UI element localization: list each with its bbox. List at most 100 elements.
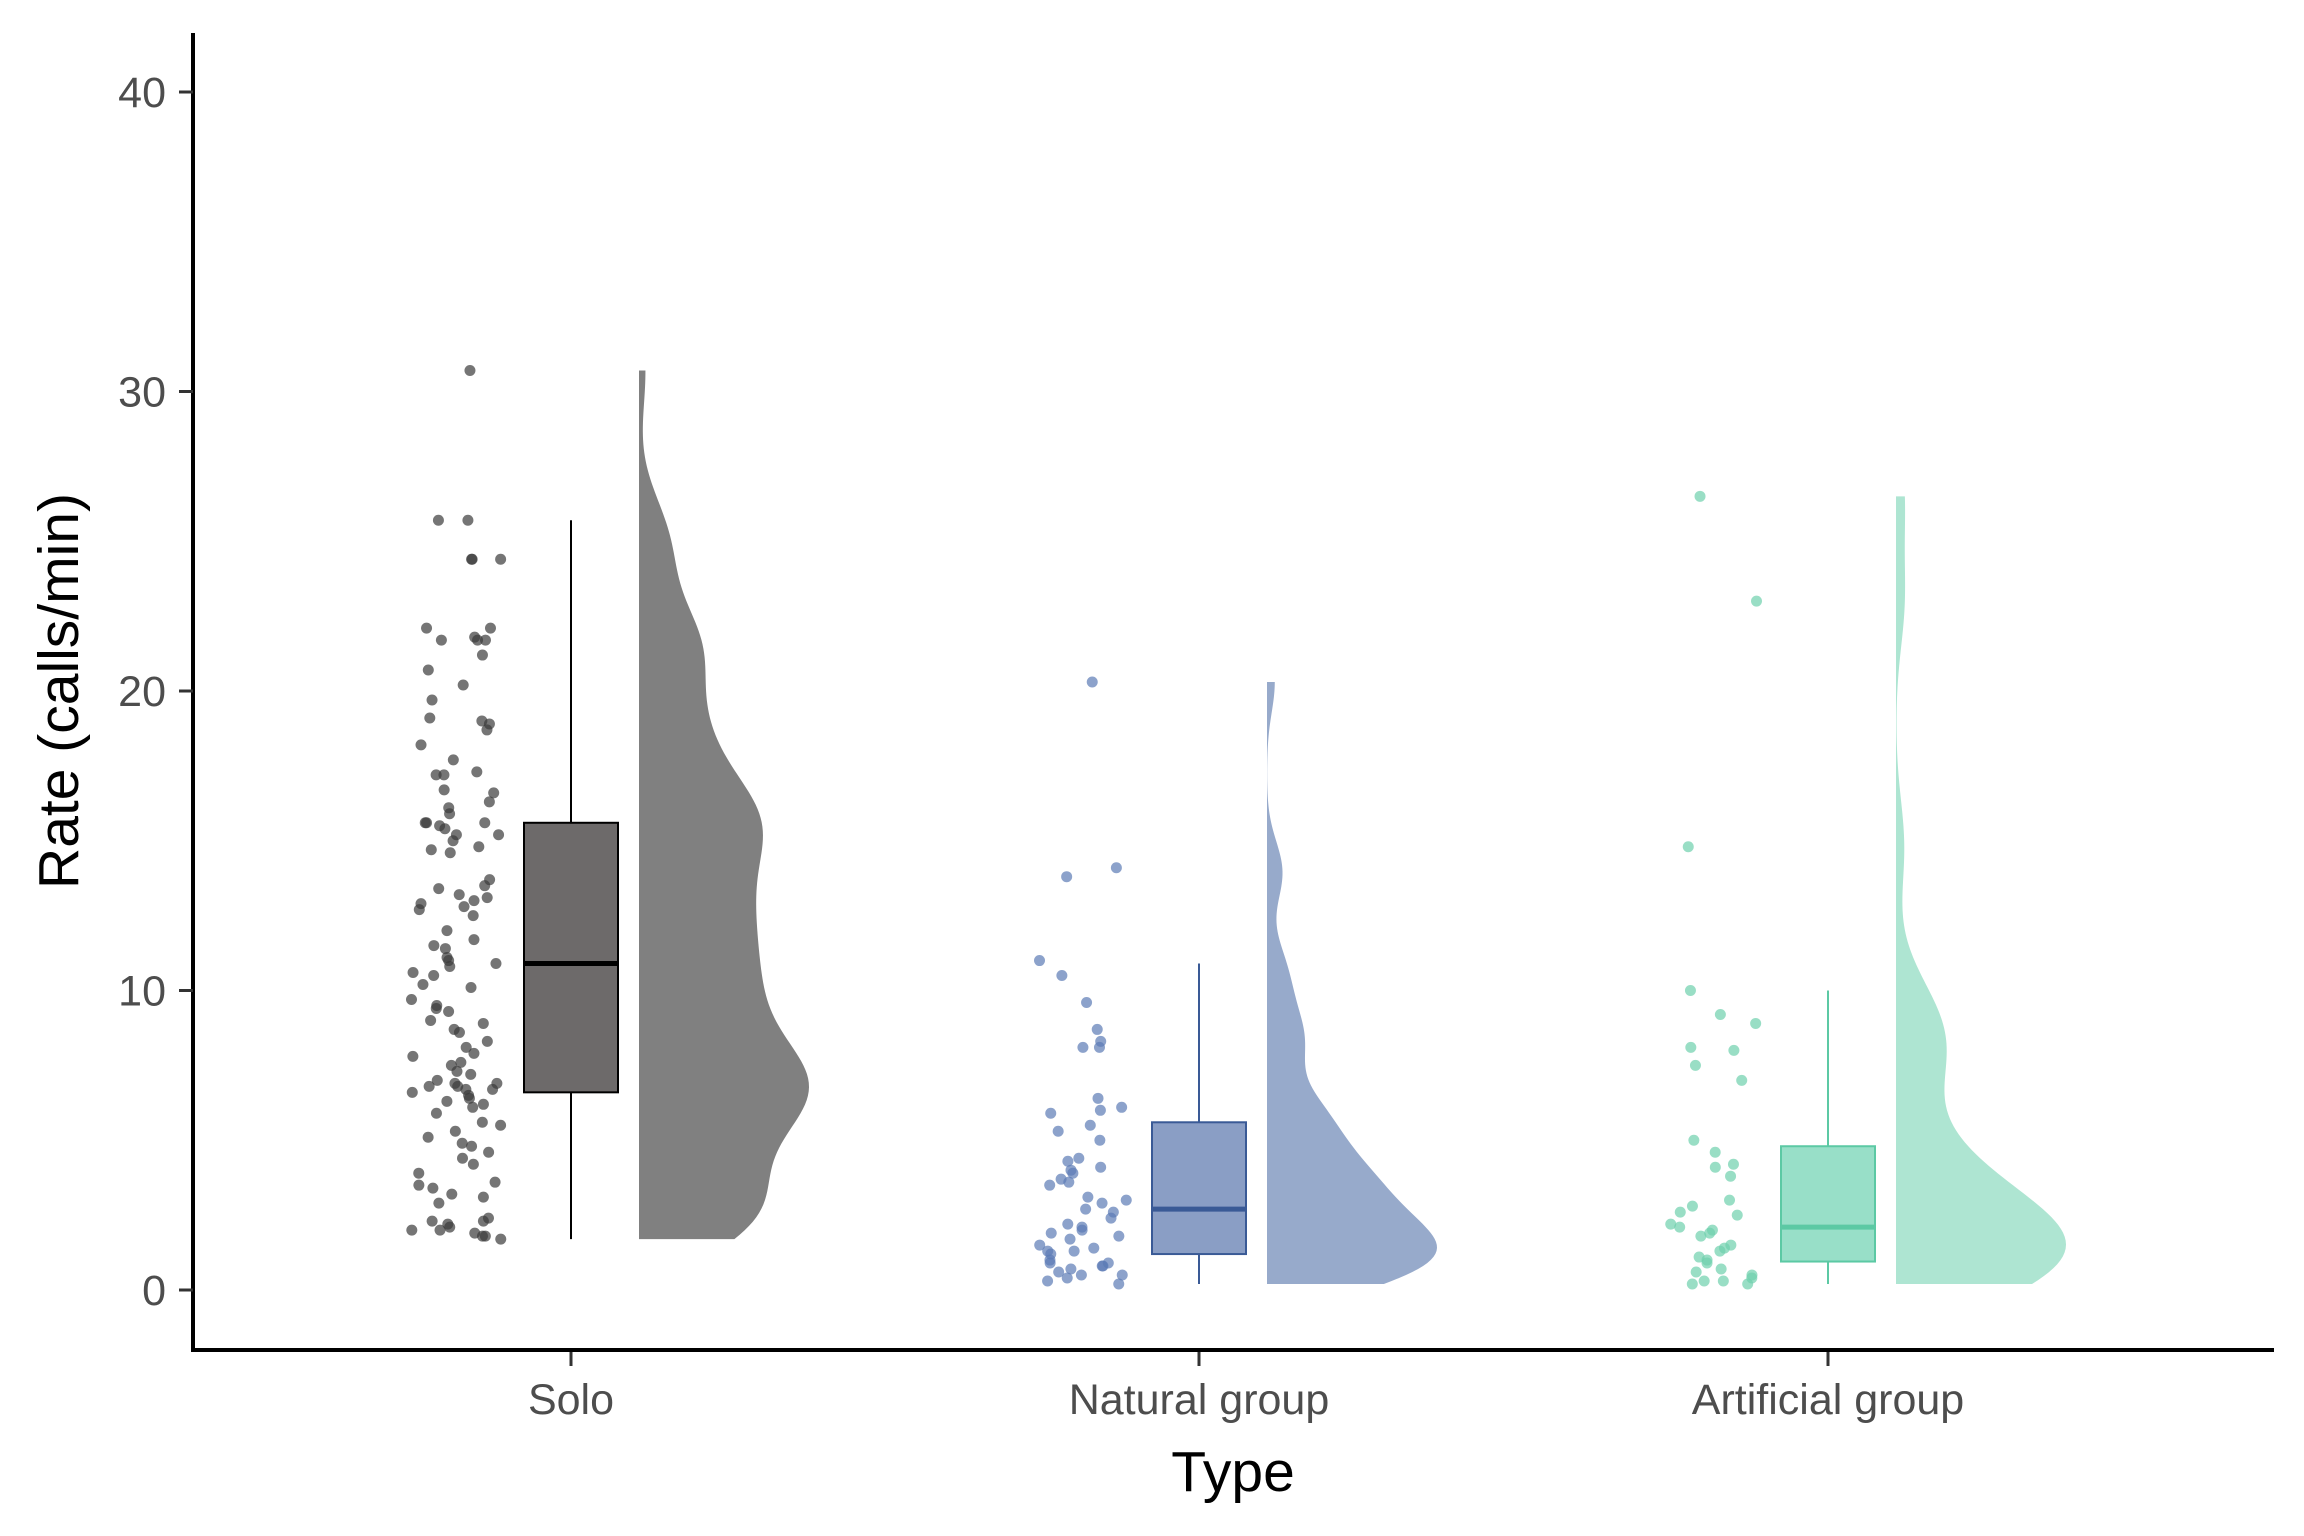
data-point [1751, 595, 1763, 607]
x-tick-label: Natural group [1069, 1376, 1330, 1424]
data-point [1077, 1041, 1089, 1053]
data-point [457, 679, 469, 691]
group-solo [405, 365, 809, 1245]
data-point [443, 1005, 455, 1017]
data-point [1091, 1023, 1103, 1035]
x-ticks: Solo Natural group Artificial group [528, 1352, 1964, 1424]
data-point [479, 880, 491, 892]
data-point [466, 1140, 478, 1152]
data-point [472, 634, 484, 646]
density-cloud [1267, 682, 1437, 1285]
data-point [406, 1086, 418, 1098]
data-point [1042, 1275, 1054, 1287]
data-point [464, 365, 476, 377]
data-point [1045, 1107, 1057, 1119]
group-artificial-group [1665, 490, 2066, 1290]
box [523, 821, 619, 1094]
data-point [483, 796, 495, 808]
data-point [407, 1050, 419, 1062]
data-point [425, 1014, 437, 1026]
data-point [405, 993, 417, 1005]
data-point [468, 895, 480, 907]
data-point [479, 634, 491, 646]
data-point [495, 553, 507, 565]
data-point [1082, 1191, 1094, 1203]
data-point [1095, 1161, 1107, 1173]
data-point [1062, 1155, 1074, 1167]
data-point [1704, 1227, 1716, 1239]
data-point [1034, 955, 1046, 967]
data-point [457, 1152, 469, 1164]
data-point [419, 817, 431, 829]
data-point [495, 1233, 507, 1245]
data-point [456, 1137, 468, 1149]
data-point [426, 694, 438, 706]
x-tick-label: Solo [528, 1376, 614, 1424]
data-point [444, 961, 456, 973]
data-point [1061, 871, 1073, 883]
data-point [466, 553, 478, 565]
data-point [1727, 1158, 1739, 1170]
data-point [476, 1116, 488, 1128]
data-point [1688, 1134, 1700, 1146]
data-point [1728, 1044, 1740, 1056]
data-point [1052, 1125, 1064, 1137]
data-point [444, 847, 456, 859]
data-point [481, 892, 493, 904]
data-point [425, 844, 437, 856]
box [1151, 1121, 1247, 1256]
data-point [422, 664, 434, 676]
data-point [1045, 1227, 1057, 1239]
data-point [481, 724, 493, 736]
data-point [438, 769, 450, 781]
data-point [451, 1065, 463, 1077]
data-point [467, 1158, 479, 1170]
data-point [1698, 1275, 1710, 1287]
data-point [487, 1083, 499, 1095]
data-point [463, 1092, 475, 1104]
data-point [1053, 1266, 1065, 1278]
data-point [422, 1131, 434, 1143]
data-point [1034, 1239, 1046, 1251]
data-point [483, 1146, 495, 1158]
data-point [1665, 1218, 1677, 1230]
data-point [465, 982, 477, 994]
data-point [439, 823, 451, 835]
data-point [433, 883, 445, 895]
plot-area [405, 365, 2066, 1290]
data-point [1081, 996, 1093, 1008]
data-point [1689, 1059, 1701, 1071]
data-point [471, 766, 483, 778]
data-point [430, 1002, 442, 1014]
data-point [1084, 1119, 1096, 1131]
data-point [1096, 1197, 1108, 1209]
data-point [1717, 1275, 1729, 1287]
data-point [1701, 1257, 1713, 1269]
data-point [1064, 1233, 1076, 1245]
data-point [489, 1176, 501, 1188]
data-point [428, 940, 440, 952]
data-point [488, 787, 500, 799]
data-point [441, 925, 453, 937]
data-point [1113, 1230, 1125, 1242]
data-point [1674, 1206, 1686, 1218]
data-point [1065, 1263, 1077, 1275]
data-point [1709, 1146, 1721, 1158]
data-point [453, 1026, 465, 1038]
data-point [1044, 1179, 1056, 1191]
data-point [493, 829, 505, 841]
data-point [1061, 1272, 1073, 1284]
data-point [1088, 1242, 1100, 1254]
data-point [477, 1215, 489, 1227]
data-point [438, 784, 450, 796]
data-point [1094, 1104, 1106, 1116]
density-cloud [639, 370, 809, 1240]
data-point [447, 754, 459, 766]
density-cloud [1896, 496, 2066, 1285]
data-point [1056, 970, 1068, 982]
data-point [1714, 1245, 1726, 1257]
data-point [1715, 1263, 1727, 1275]
data-point [1044, 1257, 1056, 1269]
data-point [467, 1101, 479, 1113]
data-point [424, 712, 436, 724]
